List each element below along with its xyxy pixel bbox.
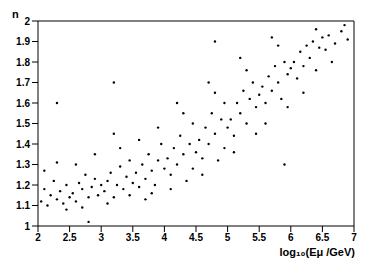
svg-text:1.5: 1.5	[16, 118, 30, 129]
svg-text:1.2: 1.2	[16, 180, 30, 191]
svg-text:2.5: 2.5	[63, 232, 77, 243]
svg-text:6.5: 6.5	[315, 232, 329, 243]
svg-text:1.1: 1.1	[16, 200, 30, 211]
svg-text:4.5: 4.5	[189, 232, 203, 243]
svg-text:5.5: 5.5	[252, 232, 266, 243]
svg-text:1.3: 1.3	[16, 159, 30, 170]
svg-text:2: 2	[24, 16, 30, 27]
svg-text:1.8: 1.8	[16, 57, 30, 68]
svg-text:1.4: 1.4	[16, 139, 30, 150]
svg-text:3: 3	[98, 232, 104, 243]
svg-text:4: 4	[162, 232, 168, 243]
svg-text:3.5: 3.5	[126, 232, 140, 243]
svg-text:1: 1	[24, 221, 30, 232]
svg-text:1.6: 1.6	[16, 98, 30, 109]
svg-text:6: 6	[288, 232, 294, 243]
svg-text:1.9: 1.9	[16, 36, 30, 47]
svg-text:5: 5	[225, 232, 231, 243]
html-text:log₁₀(Eμ /GeV): log₁₀(Eμ /GeV)	[279, 246, 355, 258]
svg-text:2: 2	[35, 232, 41, 243]
svg-text:1.7: 1.7	[16, 77, 30, 88]
html-text:n: n	[12, 8, 19, 20]
svg-text:7: 7	[351, 232, 357, 243]
